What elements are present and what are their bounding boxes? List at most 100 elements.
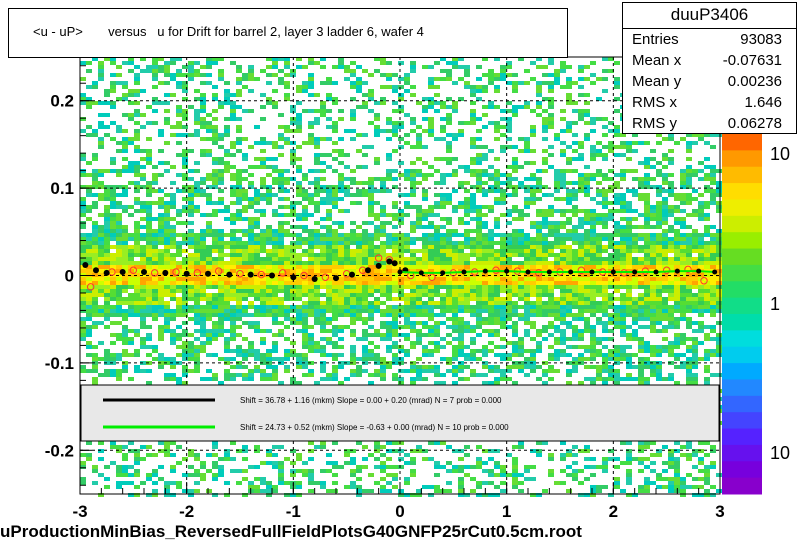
heatmap-cell xyxy=(98,173,104,177)
heatmap-cell xyxy=(116,297,122,301)
heatmap-cell xyxy=(182,457,188,461)
heatmap-cell xyxy=(566,353,572,357)
heatmap-cell xyxy=(104,101,110,105)
heatmap-cell xyxy=(80,185,86,189)
heatmap-cell xyxy=(578,109,584,113)
heatmap-cell xyxy=(596,465,602,469)
heatmap-cell xyxy=(410,69,416,73)
heatmap-cell xyxy=(596,141,602,145)
heatmap-cell xyxy=(434,237,440,241)
heatmap-cell xyxy=(344,185,350,189)
heatmap-cell xyxy=(290,257,296,261)
heatmap-cell xyxy=(482,493,488,497)
heatmap-cell xyxy=(98,137,104,141)
heatmap-cell xyxy=(524,253,530,257)
heatmap-cell xyxy=(482,225,488,229)
heatmap-cell xyxy=(122,85,128,89)
heatmap-cell xyxy=(452,369,458,373)
heatmap-cell xyxy=(80,329,86,333)
heatmap-cell xyxy=(578,381,584,385)
heatmap-cell xyxy=(458,165,464,169)
heatmap-cell xyxy=(518,217,524,221)
heatmap-cell xyxy=(332,189,338,193)
heatmap-cell xyxy=(356,477,362,481)
heatmap-cell xyxy=(158,197,164,201)
heatmap-cell xyxy=(134,269,140,273)
heatmap-cell xyxy=(584,269,590,273)
heatmap-cell xyxy=(374,449,380,453)
heatmap-cell xyxy=(134,185,140,189)
heatmap-cell xyxy=(458,337,464,341)
heatmap-cell xyxy=(476,233,482,237)
heatmap-cell xyxy=(500,305,506,309)
heatmap-cell xyxy=(530,465,536,469)
heatmap-cell xyxy=(236,245,242,249)
heatmap-cell xyxy=(272,73,278,77)
heatmap-cell xyxy=(182,309,188,313)
heatmap-cell xyxy=(260,117,266,121)
heatmap-cell xyxy=(470,281,476,285)
heatmap-cell xyxy=(140,481,146,485)
heatmap-cell xyxy=(464,229,470,233)
heatmap-cell xyxy=(158,337,164,341)
heatmap-cell xyxy=(386,293,392,297)
heatmap-cell xyxy=(164,373,170,377)
heatmap-cell xyxy=(86,245,92,249)
heatmap-cell xyxy=(110,297,116,301)
heatmap-cell xyxy=(500,345,506,349)
heatmap-cell xyxy=(314,305,320,309)
heatmap-cell xyxy=(374,225,380,229)
heatmap-cell xyxy=(542,249,548,253)
heatmap-cell xyxy=(206,313,212,317)
heatmap-cell xyxy=(146,157,152,161)
heatmap-cell xyxy=(164,317,170,321)
heatmap-cell xyxy=(188,197,194,201)
heatmap-cell xyxy=(344,233,350,237)
heatmap-cell xyxy=(530,201,536,205)
heatmap-cell xyxy=(278,133,284,137)
heatmap-cell xyxy=(542,117,548,121)
heatmap-cell xyxy=(236,301,242,305)
heatmap-cell xyxy=(602,117,608,121)
heatmap-cell xyxy=(236,185,242,189)
heatmap-cell xyxy=(386,233,392,237)
heatmap-cell xyxy=(122,457,128,461)
heatmap-cell xyxy=(368,73,374,77)
heatmap-cell xyxy=(146,193,152,197)
heatmap-cell xyxy=(284,293,290,297)
heatmap-cell xyxy=(428,117,434,121)
heatmap-cell xyxy=(452,189,458,193)
heatmap-cell xyxy=(98,113,104,117)
heatmap-cell xyxy=(170,225,176,229)
heatmap-cell xyxy=(98,245,104,249)
heatmap-cell xyxy=(170,341,176,345)
heatmap-cell xyxy=(284,221,290,225)
heatmap-cell xyxy=(86,289,92,293)
heatmap-cell xyxy=(572,189,578,193)
heatmap-cell xyxy=(398,305,404,309)
heatmap-cell xyxy=(362,241,368,245)
heatmap-cell xyxy=(428,121,434,125)
heatmap-cell xyxy=(554,253,560,257)
heatmap-cell xyxy=(428,105,434,109)
heatmap-cell xyxy=(158,269,164,273)
heatmap-cell xyxy=(590,381,596,385)
heatmap-cell xyxy=(404,77,410,81)
heatmap-cell xyxy=(422,365,428,369)
heatmap-cell xyxy=(506,377,512,381)
heatmap-cell xyxy=(338,161,344,165)
heatmap-cell xyxy=(452,321,458,325)
heatmap-cell xyxy=(410,301,416,305)
heatmap-cell xyxy=(356,265,362,269)
heatmap-cell xyxy=(272,445,278,449)
heatmap-cell xyxy=(146,493,152,497)
heatmap-cell xyxy=(314,205,320,209)
heatmap-cell xyxy=(602,193,608,197)
heatmap-cell xyxy=(284,245,290,249)
heatmap-cell xyxy=(134,493,140,497)
heatmap-cell xyxy=(272,145,278,149)
heatmap-cell xyxy=(164,109,170,113)
heatmap-cell xyxy=(278,125,284,129)
heatmap-cell xyxy=(146,269,152,273)
heatmap-cell xyxy=(512,265,518,269)
